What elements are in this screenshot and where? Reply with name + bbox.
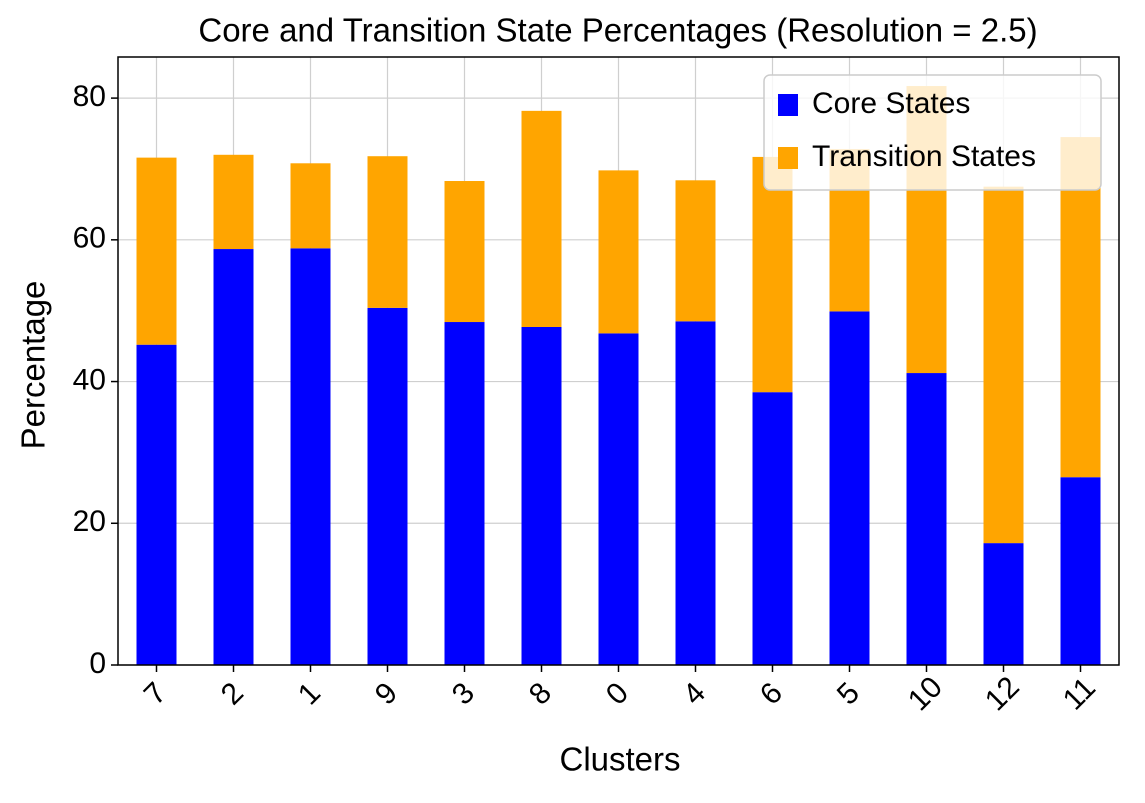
- x-tick-label: 7: [138, 676, 173, 711]
- x-tick-label: 11: [1057, 671, 1102, 716]
- bar-segment: [367, 156, 408, 308]
- bar-segment: [752, 392, 793, 665]
- bar-segment: [136, 157, 177, 345]
- legend-swatch: [778, 94, 798, 116]
- y-tick-label: 40: [73, 363, 106, 396]
- bar-segment: [1060, 137, 1101, 478]
- x-tick-label: 4: [677, 676, 712, 711]
- plot-frame: [117, 56, 1120, 666]
- bar-segment: [444, 322, 485, 665]
- legend-label: Core States: [812, 87, 970, 120]
- bar-segment: [983, 186, 1024, 544]
- x-tick-label: 9: [369, 676, 404, 711]
- x-tick-label: 0: [600, 676, 635, 711]
- bar-segment: [598, 333, 639, 665]
- bar-segment: [598, 170, 639, 334]
- y-tick-label: 0: [89, 647, 106, 680]
- bar-segment: [444, 181, 485, 323]
- x-tick-label: 5: [831, 676, 866, 711]
- x-tick-label: 1: [292, 676, 327, 711]
- chart-title: Core and Transition State Percentages (R…: [198, 12, 1037, 49]
- bar-segment: [213, 249, 254, 665]
- x-tick-label: 12: [979, 670, 1026, 717]
- x-tick-label: 2: [215, 676, 250, 711]
- bar-segment: [213, 154, 254, 250]
- y-axis-label: Percentage: [15, 281, 52, 450]
- bar-segment: [1060, 477, 1101, 665]
- y-tick-label: 80: [73, 80, 106, 113]
- y-tick-label: 20: [73, 505, 106, 538]
- x-tick-label: 8: [523, 676, 558, 711]
- bar-segment: [752, 156, 793, 393]
- legend-box: [763, 74, 1102, 191]
- bars: [136, 86, 1101, 665]
- x-axis-label: Clusters: [559, 741, 680, 778]
- bar-segment: [675, 180, 716, 322]
- legend-label: Transition States: [812, 140, 1036, 173]
- bar-segment: [521, 110, 562, 327]
- bar-segment: [367, 307, 408, 665]
- x-tick-label: 3: [446, 676, 481, 711]
- x-tick-label: 10: [902, 670, 949, 717]
- bar-segment: [290, 163, 331, 249]
- bar-segment: [829, 311, 870, 665]
- legend: Core States Transition States: [763, 74, 1102, 191]
- x-tick-label: 6: [754, 676, 789, 711]
- bar-segment: [290, 248, 331, 665]
- bar-segment: [136, 344, 177, 665]
- bar-segment: [983, 543, 1024, 665]
- bar-segment: [906, 373, 947, 665]
- legend-swatch: [778, 147, 798, 169]
- bar-segment: [675, 321, 716, 665]
- y-tick-label: 60: [73, 222, 106, 255]
- bar-segment: [521, 326, 562, 665]
